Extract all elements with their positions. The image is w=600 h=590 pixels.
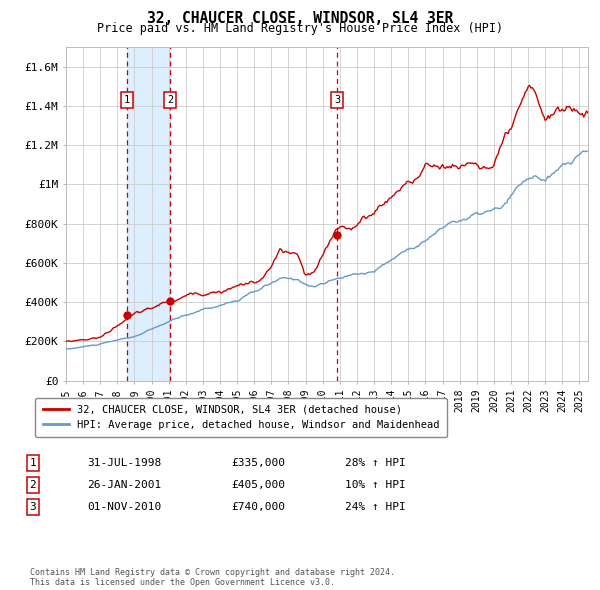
Text: 26-JAN-2001: 26-JAN-2001: [87, 480, 161, 490]
Text: 1: 1: [29, 458, 37, 468]
Text: 2: 2: [167, 95, 173, 105]
Text: 3: 3: [29, 502, 37, 512]
Text: 24% ↑ HPI: 24% ↑ HPI: [345, 502, 406, 512]
Text: 32, CHAUCER CLOSE, WINDSOR, SL4 3ER: 32, CHAUCER CLOSE, WINDSOR, SL4 3ER: [147, 11, 453, 25]
Text: 01-NOV-2010: 01-NOV-2010: [87, 502, 161, 512]
Bar: [127, 47, 170, 381]
Text: £740,000: £740,000: [231, 502, 285, 512]
Text: 10% ↑ HPI: 10% ↑ HPI: [345, 480, 406, 490]
Text: 1: 1: [124, 95, 130, 105]
Text: 31-JUL-1998: 31-JUL-1998: [87, 458, 161, 468]
Text: 2: 2: [29, 480, 37, 490]
Text: 3: 3: [334, 95, 340, 105]
Text: £405,000: £405,000: [231, 480, 285, 490]
Text: Contains HM Land Registry data © Crown copyright and database right 2024.
This d: Contains HM Land Registry data © Crown c…: [30, 568, 395, 587]
Text: Price paid vs. HM Land Registry's House Price Index (HPI): Price paid vs. HM Land Registry's House …: [97, 22, 503, 35]
Legend: 32, CHAUCER CLOSE, WINDSOR, SL4 3ER (detached house), HPI: Average price, detach: 32, CHAUCER CLOSE, WINDSOR, SL4 3ER (det…: [35, 398, 446, 437]
Text: £335,000: £335,000: [231, 458, 285, 468]
Text: 28% ↑ HPI: 28% ↑ HPI: [345, 458, 406, 468]
